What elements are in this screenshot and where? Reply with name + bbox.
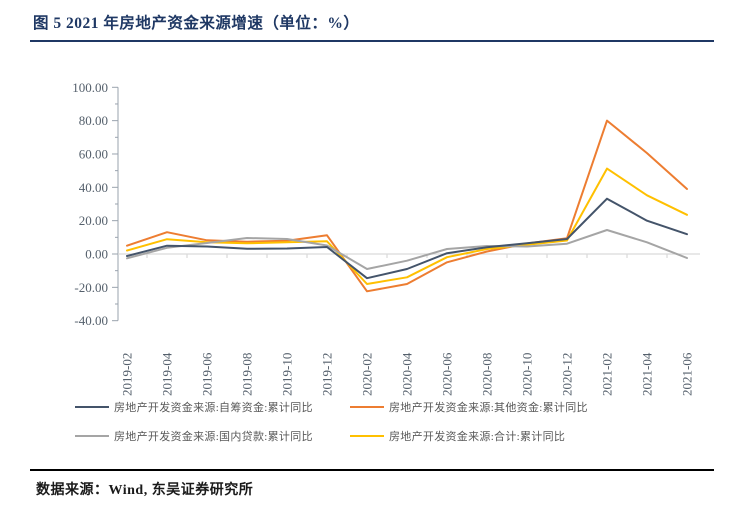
x-axis-tick-label: 2021-02 — [600, 353, 615, 396]
legend-item-total: 房地产开发资金来源:合计:累计同比 — [350, 428, 588, 443]
y-axis-tick-label: 100.00 — [72, 80, 108, 95]
legend-label: 房地产开发资金来源:自筹资金:累计同比 — [114, 401, 313, 414]
source-divider — [30, 469, 714, 471]
x-axis-tick-label: 2020-12 — [560, 353, 575, 396]
x-axis-tick-label: 2020-06 — [440, 352, 455, 396]
legend-line-swatch-total — [350, 434, 384, 437]
chart-legend: 房地产开发资金来源:自筹资金:累计同比 房地产开发资金来源:其他资金:累计同比 房地… — [75, 399, 588, 443]
legend-label: 房地产开发资金来源:国内贷款:累计同比 — [114, 430, 313, 443]
x-axis-tick-label: 2019-02 — [120, 353, 135, 396]
line-chart-canvas: 100.00 80.00 60.00 40.00 20.00 0.00 -20.00 -40.… — [72, 80, 700, 396]
y-axis-tick-label: 80.00 — [79, 113, 108, 128]
series-self-raised-funds-line — [126, 197, 688, 280]
legend-item-self-raised-funds: 房地产开发资金来源:自筹资金:累计同比 — [75, 399, 350, 414]
legend-item-domestic-loans: 房地产开发资金来源:国内贷款:累计同比 — [75, 428, 350, 443]
x-axis-tick-label: 2019-06 — [200, 352, 215, 396]
y-axis-tick-label: 60.00 — [79, 146, 108, 161]
x-axis-tick-label: 2020-02 — [360, 353, 375, 396]
data-source-note: 数据来源：Wind, 东吴证券研究所 — [36, 483, 254, 498]
x-axis-tick-label: 2021-04 — [640, 352, 655, 396]
x-axis-tick-label: 2021-06 — [680, 352, 695, 396]
x-axis-tick-label: 2020-08 — [480, 353, 495, 396]
x-axis-tick-label: 2019-08 — [240, 353, 255, 396]
title-divider — [30, 40, 714, 42]
x-axis-tick-label: 2020-04 — [400, 352, 415, 396]
legend-label: 房地产开发资金来源:其他资金:累计同比 — [389, 401, 588, 414]
legend-line-swatch-other-funds — [350, 405, 384, 408]
y-axis-tick-label: 40.00 — [79, 180, 108, 195]
series-other-funds-line — [126, 119, 688, 293]
legend-line-swatch-domestic-loans — [75, 434, 109, 437]
figure-title: 图 5 2021 年房地产资金来源增速（单位：%） — [33, 15, 360, 32]
series-total-line — [126, 167, 688, 285]
legend-label: 房地产开发资金来源:合计:累计同比 — [389, 430, 566, 443]
x-axis-tick-label: 2020-10 — [520, 353, 535, 396]
y-axis-tick-label: -40.00 — [74, 313, 108, 328]
legend-line-swatch-self-raised-funds — [75, 405, 109, 408]
line-chart: 100.00 80.00 60.00 40.00 20.00 0.00 -20.00 -40.… — [0, 60, 743, 405]
x-axis-tick-label: 2019-12 — [320, 353, 335, 396]
y-axis-tick-label: -20.00 — [74, 280, 108, 295]
y-axis-tick-label: 0.00 — [85, 247, 108, 262]
x-axis-tick-label: 2019-04 — [160, 352, 175, 396]
y-axis-tick-label: 20.00 — [79, 213, 108, 228]
x-axis-tick-label: 2019-10 — [280, 353, 295, 396]
legend-item-other-funds: 房地产开发资金来源:其他资金:累计同比 — [350, 399, 588, 414]
series-domestic-loans-line — [126, 229, 688, 270]
